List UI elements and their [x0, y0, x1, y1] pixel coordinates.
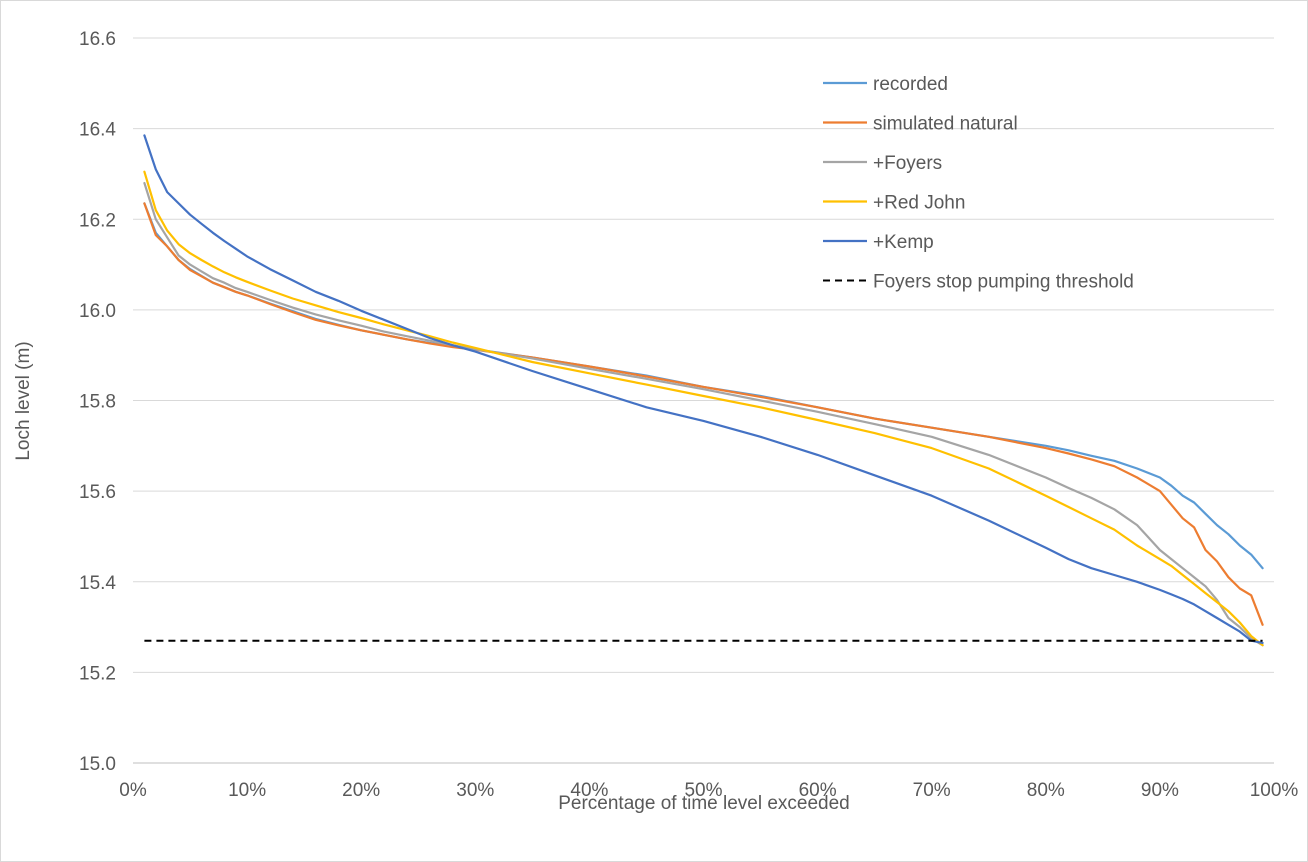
series-line-red-john: [143, 170, 1264, 647]
y-tick-label: 16.2: [79, 210, 116, 231]
series-line-foyers: [143, 181, 1264, 647]
x-tick-label: 0%: [119, 780, 147, 801]
series-line-kemp: [143, 134, 1264, 645]
y-tick-label: 15.6: [79, 482, 116, 503]
x-tick-label: 30%: [456, 780, 494, 801]
x-tick-label: 40%: [570, 780, 608, 801]
y-tick-labels: 15.0 15.2 15.4 15.6 15.8 16.0 16.2 16.4 16.6: [79, 29, 116, 775]
y-tick-label: 16.6: [79, 29, 116, 50]
x-tick-label: 10%: [228, 780, 266, 801]
legend-label: simulated natural: [873, 114, 1018, 135]
y-tick-label: 16.0: [79, 301, 116, 322]
legend-label: Foyers stop pumping threshold: [873, 272, 1134, 293]
y-tick-label: 15.4: [79, 573, 116, 594]
legend-label: recorded: [873, 74, 948, 95]
x-tick-label: 80%: [1027, 780, 1065, 801]
legend-label: +Foyers: [873, 153, 942, 174]
x-tick-label: 90%: [1141, 780, 1179, 801]
y-axis-title: Loch level (m): [13, 341, 34, 460]
x-tick-label: 70%: [913, 780, 951, 801]
x-tick-labels: 0% 10% 20% 30% 40% 50% 60% 70% 80% 90% 100%: [119, 780, 1298, 801]
y-tick-label: 15.8: [79, 392, 116, 413]
y-tick-label: 15.0: [79, 754, 116, 775]
y-tick-label: 15.2: [79, 663, 116, 684]
x-tick-label: 100%: [1250, 780, 1299, 801]
legend-label: +Kemp: [873, 232, 934, 253]
x-tick-label: 20%: [342, 780, 380, 801]
x-tick-label: 60%: [799, 780, 837, 801]
x-axis-title: Percentage of time level exceeded: [558, 793, 850, 814]
y-tick-label: 16.4: [79, 120, 116, 141]
series-line-simulated-natural: [143, 202, 1264, 626]
x-tick-label: 50%: [684, 780, 722, 801]
legend-label: +Red John: [873, 193, 965, 214]
series-lines: [143, 134, 1264, 647]
legend: recorded simulated natural +Foyers +Red Joh…: [823, 74, 1134, 293]
gridlines: [133, 37, 1274, 764]
